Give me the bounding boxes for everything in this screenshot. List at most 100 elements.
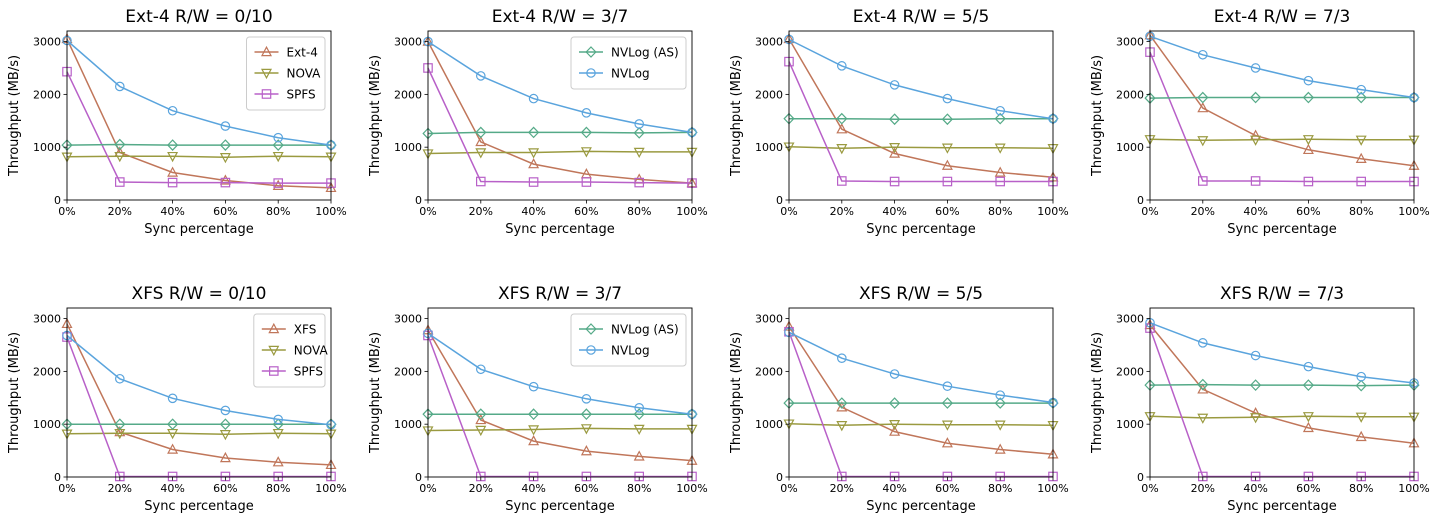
- legend-label: NOVA: [294, 344, 329, 358]
- data-point: [941, 113, 954, 126]
- x-tick-label: 0%: [419, 205, 436, 218]
- y-tick-label: 2000: [394, 365, 422, 378]
- legend-label: NVLog (AS): [611, 46, 679, 60]
- x-tick-label: 40%: [521, 482, 545, 495]
- x-tick-label: 20%: [469, 205, 493, 218]
- legend-label: XFS: [294, 323, 317, 337]
- x-tick-label: 80%: [266, 205, 290, 218]
- data-point: [580, 408, 593, 421]
- data-point: [1355, 91, 1367, 104]
- x-tick-label: 20%: [830, 205, 854, 218]
- series-spfs: [1145, 47, 1419, 187]
- legend-marker: [585, 46, 597, 58]
- series-line: [66, 71, 331, 184]
- data-point: [888, 397, 901, 409]
- series-line: [1149, 327, 1414, 478]
- x-tick-label: 0%: [58, 482, 75, 495]
- y-tick-label: 3000: [33, 36, 61, 49]
- data-point: [475, 71, 486, 81]
- legend-marker: [269, 366, 279, 376]
- x-tick-label: 60%: [935, 205, 959, 218]
- data-point: [273, 178, 283, 188]
- data-point: [941, 143, 953, 154]
- series-line: [1149, 324, 1415, 444]
- data-point: [1356, 471, 1366, 482]
- x-tick-label: 100%: [1398, 482, 1429, 495]
- data-point: [1355, 412, 1367, 423]
- x-axis-label: Sync percentage: [866, 499, 975, 514]
- data-point: [889, 147, 901, 158]
- x-tick-label: 60%: [213, 482, 237, 495]
- data-point: [995, 176, 1005, 187]
- x-tick-label: 0%: [780, 482, 797, 495]
- series-nvlog_as: [422, 126, 698, 140]
- data-point: [942, 471, 953, 482]
- data-point: [167, 177, 178, 188]
- y-axis-label: Throughput (MB/s): [7, 332, 22, 454]
- y-tick-label: 0: [1137, 194, 1144, 207]
- chart-panel: XFS R/W = 7/3 0% 20% 40% 60% 80% 100% 0 1000 2000…: [1090, 284, 1430, 514]
- data-point: [475, 148, 487, 159]
- data-point: [476, 176, 486, 187]
- data-point: [220, 405, 231, 416]
- series-ext4: [1144, 29, 1420, 170]
- y-axis-label: Throughput (MB/s): [1090, 55, 1105, 177]
- data-point: [475, 425, 487, 437]
- series-line: [1149, 322, 1415, 384]
- data-point: [475, 135, 487, 147]
- data-point: [1197, 176, 1208, 186]
- x-axis-label: Sync percentage: [144, 222, 253, 237]
- data-point: [1302, 412, 1314, 423]
- chart-panel: XFS R/W = 0/10 0% 20% 40% 60% 80% 100% 0 1000 200…: [7, 284, 347, 514]
- data-point: [836, 61, 847, 71]
- data-point: [219, 153, 231, 164]
- y-tick-label: 0: [54, 194, 61, 207]
- data-point: [994, 443, 1006, 454]
- y-tick-label: 0: [776, 194, 783, 207]
- data-point: [581, 394, 592, 404]
- series-line: [788, 422, 1054, 426]
- y-tick-label: 1000: [755, 418, 783, 431]
- series-line: [66, 323, 332, 466]
- data-point: [114, 426, 126, 437]
- data-point: [942, 176, 953, 187]
- data-point: [475, 364, 486, 375]
- data-point: [167, 166, 179, 177]
- data-point: [580, 445, 592, 456]
- axes-frame: [66, 307, 332, 478]
- data-point: [1197, 102, 1209, 113]
- x-tick-label: 100%: [315, 482, 346, 495]
- series-nvlog_as: [1144, 91, 1420, 104]
- x-tick-label: 60%: [1296, 205, 1320, 218]
- chart-title: XFS R/W = 5/5: [859, 284, 983, 304]
- data-point: [889, 369, 900, 379]
- data-point: [634, 177, 644, 188]
- x-tick-label: 80%: [266, 482, 290, 495]
- data-point: [581, 108, 592, 118]
- x-tick-label: 20%: [1191, 205, 1215, 218]
- series-line: [788, 331, 1053, 478]
- data-point: [528, 93, 539, 104]
- data-point: [1303, 176, 1314, 187]
- series-line: [66, 155, 332, 158]
- data-point: [1250, 176, 1261, 186]
- data-point: [1197, 471, 1208, 482]
- data-point: [1356, 371, 1366, 382]
- data-point: [889, 425, 901, 436]
- legend-marker: [586, 68, 596, 78]
- series-line: [788, 61, 1053, 183]
- series-line: [427, 41, 693, 184]
- data-point: [272, 151, 284, 163]
- data-point: [1198, 49, 1208, 60]
- legend: Ext-4 NOVA SPFS: [246, 36, 326, 111]
- series-nvlog_as: [783, 397, 1059, 409]
- data-point: [836, 123, 848, 134]
- data-point: [633, 127, 645, 139]
- series-line: [788, 331, 1054, 404]
- series-nova: [61, 151, 337, 164]
- data-point: [167, 105, 178, 116]
- data-point: [1302, 143, 1314, 155]
- data-point: [115, 373, 125, 384]
- data-point: [994, 166, 1006, 177]
- data-point: [994, 420, 1006, 431]
